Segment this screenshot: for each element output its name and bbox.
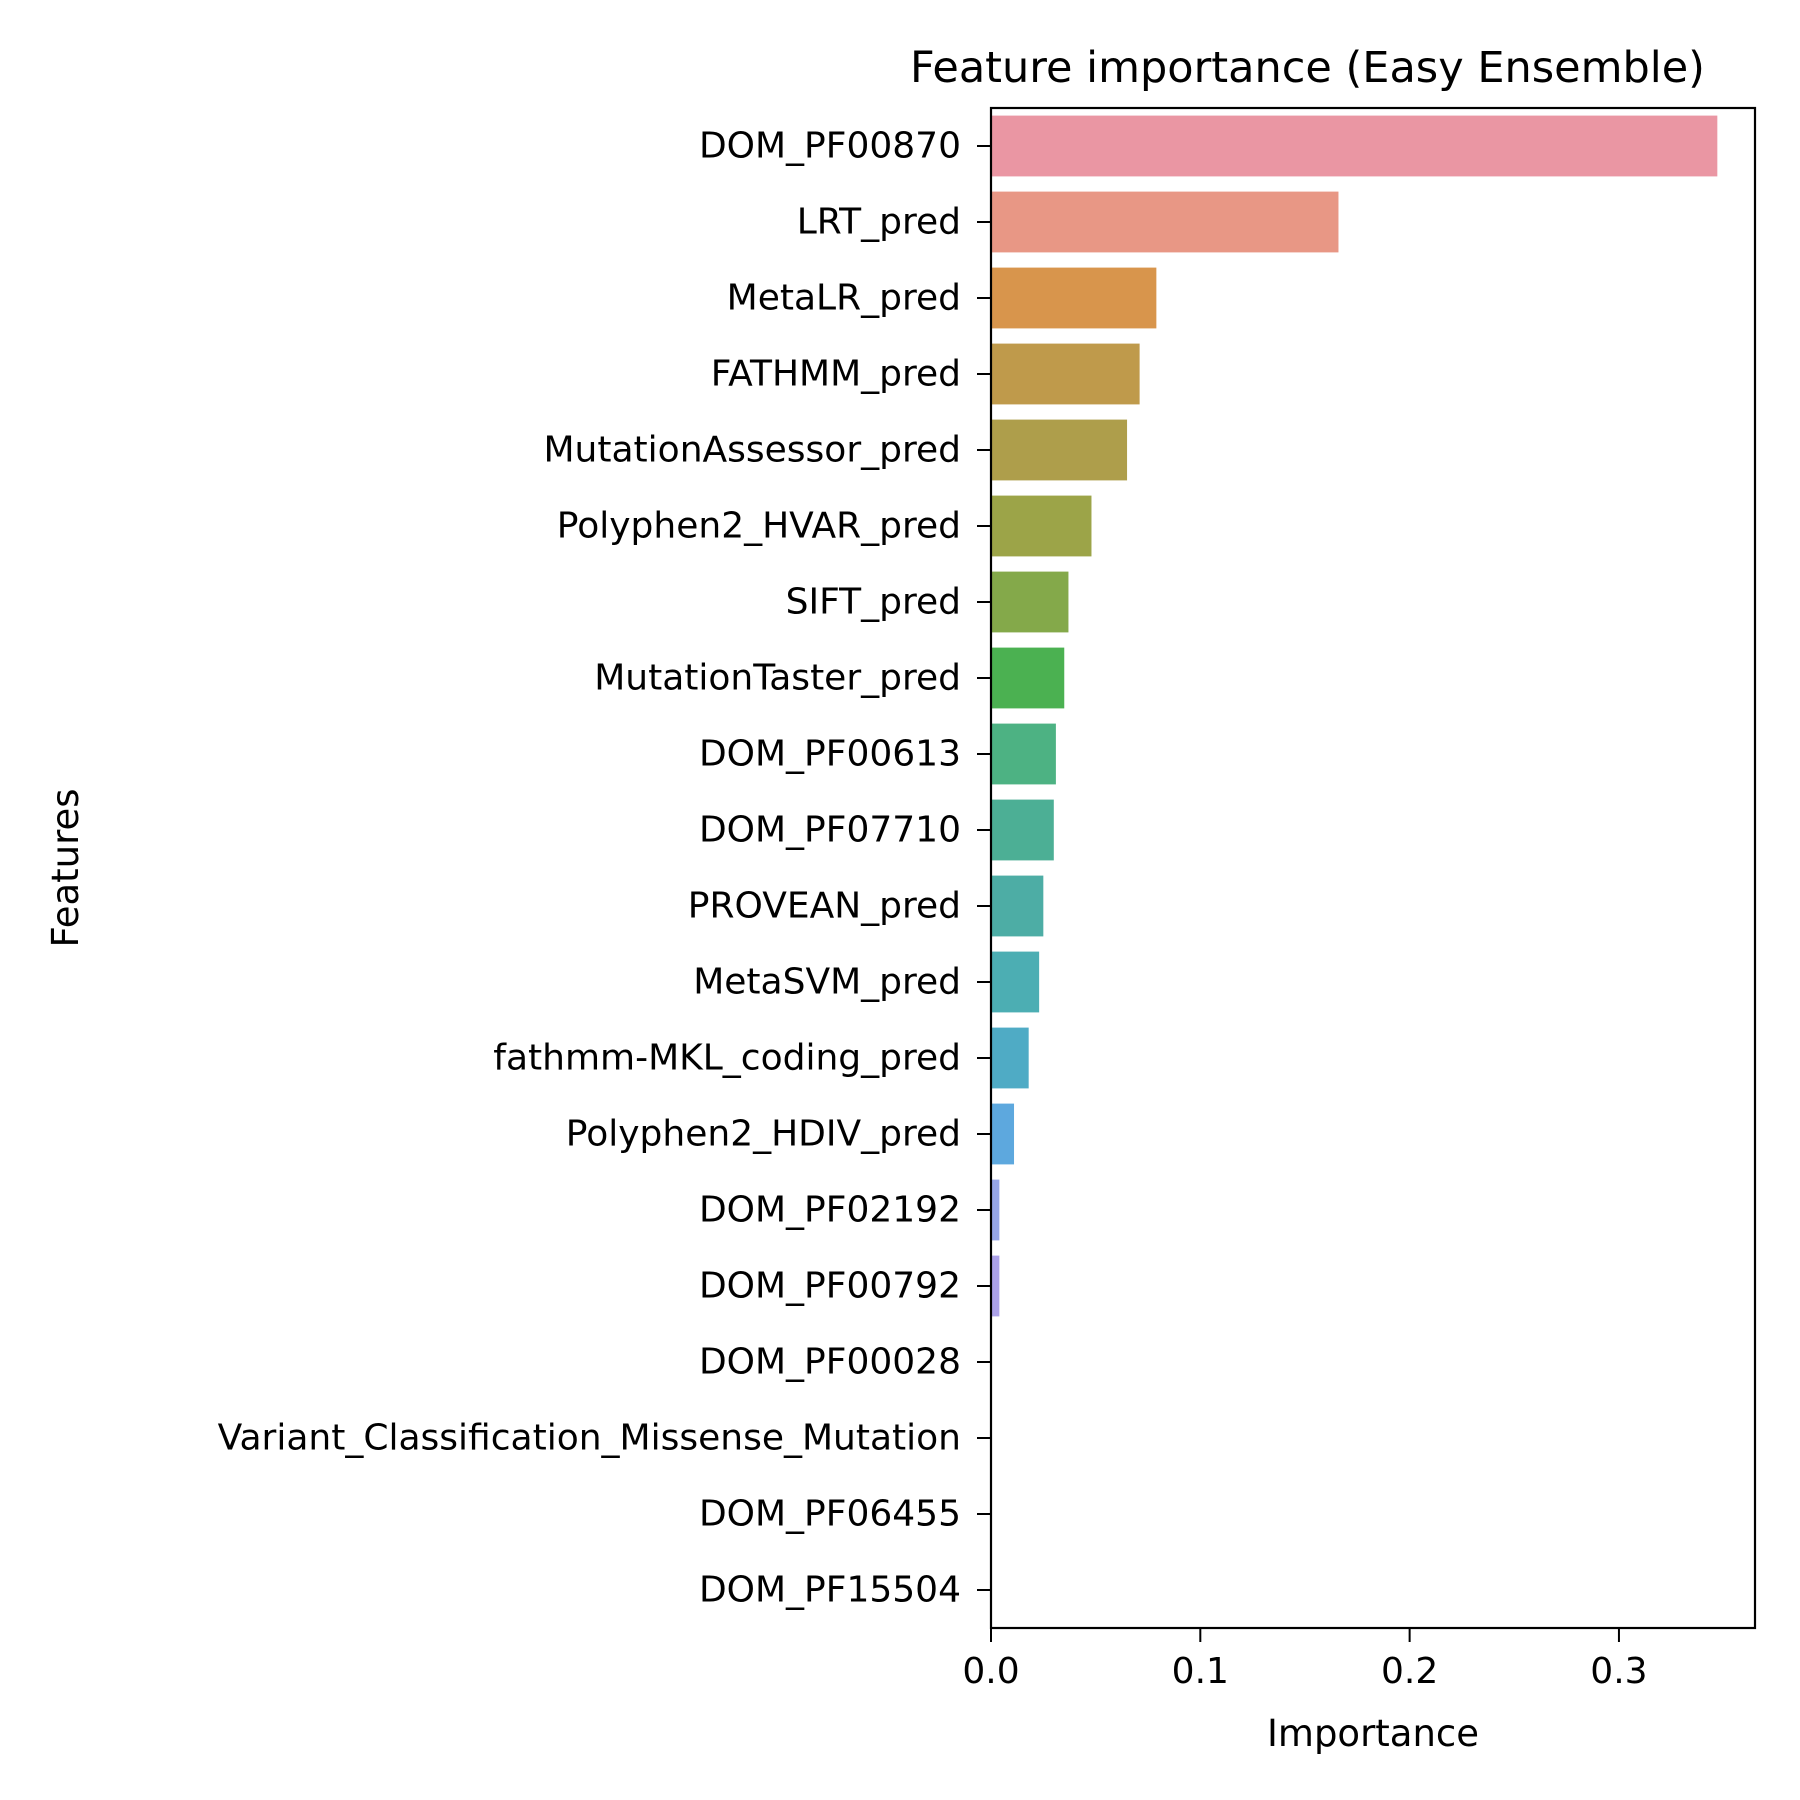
- bar: [991, 343, 1140, 405]
- bar: [991, 1255, 1000, 1317]
- x-axis-title: Importance: [1267, 1712, 1479, 1755]
- y-tick-label: DOM_PF00870: [699, 126, 961, 167]
- y-tick-label: DOM_PF06455: [699, 1494, 961, 1535]
- bar: [991, 1103, 1015, 1165]
- bar: [991, 799, 1054, 861]
- bar: [991, 647, 1065, 709]
- y-tick-label: FATHMM_pred: [711, 354, 961, 395]
- y-tick-label: fathmm-MKL_coding_pred: [493, 1038, 961, 1079]
- y-tick-label: DOM_PF00028: [699, 1342, 961, 1383]
- bar: [991, 267, 1157, 329]
- y-tick-label: DOM_PF00613: [699, 734, 961, 775]
- x-tick-label: 0.0: [962, 1651, 1019, 1692]
- y-tick-label: MutationTaster_pred: [594, 658, 961, 699]
- x-ticks-group: 0.0 0.1 0.2 0.3: [962, 1628, 1648, 1692]
- bar: [991, 571, 1069, 633]
- bars-group: [991, 115, 1718, 1317]
- y-tick-label: LRT_pred: [797, 202, 961, 243]
- bar: [991, 1027, 1029, 1089]
- y-tick-label: Polyphen2_HVAR_pred: [557, 506, 961, 547]
- bar: [991, 115, 1718, 177]
- bar: [991, 723, 1056, 785]
- bar: [991, 875, 1044, 937]
- chart-title: Feature importance (Easy Ensemble): [910, 43, 1705, 93]
- y-tick-label: MutationAssessor_pred: [544, 430, 962, 471]
- y-tick-label: DOM_PF15504: [699, 1570, 961, 1611]
- y-tick-label: DOM_PF02192: [699, 1190, 961, 1231]
- y-tick-label: SIFT_pred: [786, 582, 961, 623]
- y-ticks-group: DOM_PF00870 LRT_pred MetaLR_pred FATHMM_pre…: [218, 126, 991, 1611]
- plot-frame: [989, 106, 1757, 1630]
- bar: [991, 191, 1339, 253]
- bar: [991, 1179, 1000, 1241]
- y-tick-label: Polyphen2_HDIV_pred: [566, 1114, 961, 1155]
- y-tick-label: MetaLR_pred: [727, 278, 961, 319]
- bar: [991, 495, 1092, 557]
- y-tick-label: Variant_Classification_Missense_Mutation: [218, 1418, 961, 1459]
- y-axis-title: Features: [44, 788, 87, 947]
- x-tick-label: 0.2: [1381, 1651, 1438, 1692]
- y-tick-label: DOM_PF07710: [699, 810, 961, 851]
- x-tick-label: 0.1: [1172, 1651, 1229, 1692]
- y-tick-label: PROVEAN_pred: [688, 886, 961, 927]
- y-tick-label: MetaSVM_pred: [693, 962, 961, 1003]
- y-tick-label: DOM_PF00792: [699, 1266, 961, 1307]
- bar: [991, 951, 1040, 1013]
- bar: [991, 419, 1128, 481]
- x-tick-label: 0.3: [1590, 1651, 1647, 1692]
